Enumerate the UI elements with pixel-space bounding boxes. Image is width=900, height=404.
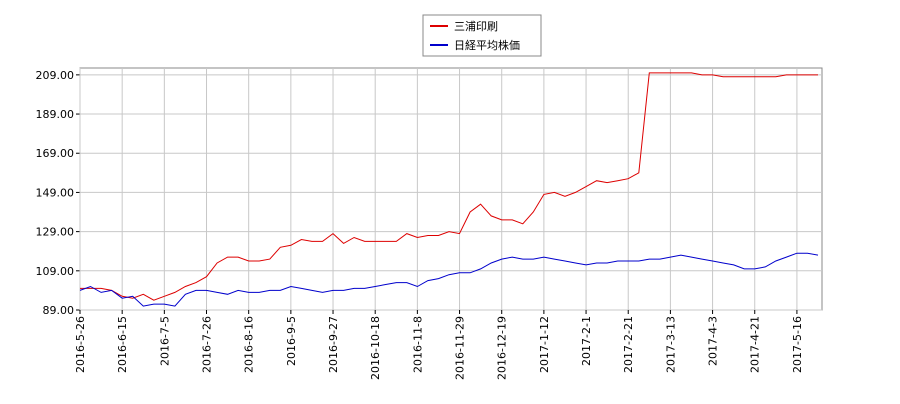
x-tick-label: 2017-4-21 <box>749 316 762 373</box>
x-tick-label: 2016-10-18 <box>369 316 382 380</box>
plot-frame <box>79 67 823 311</box>
x-tick-label: 2017-3-13 <box>664 316 677 373</box>
x-tick-label: 2016-9-5 <box>285 316 298 366</box>
x-tick-label: 2016-11-29 <box>454 316 467 380</box>
x-tick-label: 2016-12-19 <box>496 316 509 380</box>
y-tick-label: 109.00 <box>36 265 75 278</box>
x-tick-label: 2017-1-12 <box>538 316 551 373</box>
x-tick-label: 2016-9-27 <box>327 316 340 373</box>
legend-label: 日経平均株価 <box>454 38 520 52</box>
series-line <box>79 252 819 307</box>
series-line <box>80 72 818 301</box>
y-tick-label: 189.00 <box>36 108 75 121</box>
legend-box <box>422 14 542 57</box>
x-tick-label: 2017-4-3 <box>707 316 720 366</box>
x-tick-label: 2016-7-5 <box>158 316 171 366</box>
x-tick-label: 2017-2-1 <box>580 316 593 366</box>
y-tick-label: 149.00 <box>36 186 75 199</box>
x-tick-label: 2016-5-26 <box>74 316 87 373</box>
legend-label: 三浦印刷 <box>454 20 498 33</box>
y-tick-label: 209.00 <box>36 69 75 82</box>
x-tick-label: 2016-7-26 <box>201 316 214 373</box>
y-tick-label: 169.00 <box>36 147 75 160</box>
x-tick-label: 2017-5-16 <box>791 316 804 373</box>
x-tick-label: 2016-8-16 <box>243 316 256 373</box>
x-tick-label: 2016-6-15 <box>116 316 129 373</box>
y-tick-label: 129.00 <box>36 226 75 239</box>
x-tick-label: 2016-11-8 <box>411 316 424 373</box>
x-tick-label: 2017-2-21 <box>622 316 635 373</box>
y-tick-label: 89.00 <box>43 304 75 317</box>
